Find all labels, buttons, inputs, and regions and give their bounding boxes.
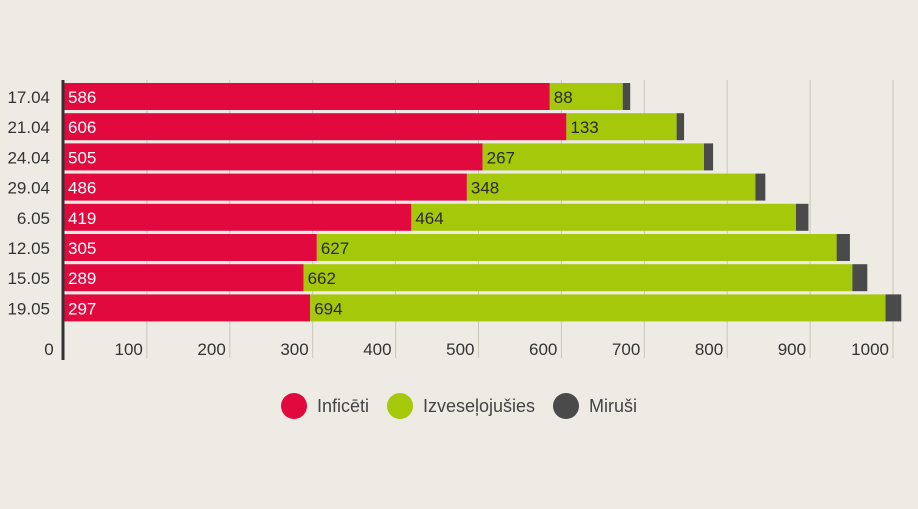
data-label: 627 [321, 239, 349, 258]
data-label: 297 [68, 299, 96, 318]
data-label: 586 [68, 88, 96, 107]
legend-item-deceased: Miruši [553, 393, 637, 419]
bar-segment [885, 294, 902, 322]
bar-segment [303, 264, 853, 292]
data-label: 88 [554, 88, 573, 107]
labels: 0 100 200 300 400 500 600 700 800 900 1000 17.04 586… [7, 88, 889, 359]
bars [64, 83, 902, 322]
bar-segment [549, 83, 623, 110]
category-label: 6.05 [17, 209, 50, 228]
legend-item-recovered: Izveseļojušies [386, 393, 536, 419]
bar-segment [622, 83, 631, 110]
bar-segment [755, 173, 766, 201]
data-label: 289 [68, 269, 96, 288]
x-tick-label: 400 [363, 340, 391, 359]
category-label: 12.05 [7, 239, 50, 258]
category-label: 29.04 [7, 179, 50, 198]
bar-segment [411, 203, 797, 231]
category-label: 21.04 [7, 118, 50, 137]
bar-segment [796, 203, 809, 231]
x-tick-label: 300 [280, 340, 308, 359]
bar-segment [836, 234, 850, 261]
data-label: 267 [487, 148, 515, 167]
x-tick-label: 600 [529, 340, 557, 359]
x-tick-label: 800 [695, 340, 723, 359]
legend-item-infected: Inficēti [280, 393, 369, 419]
data-label: 606 [68, 118, 96, 137]
x-tick-label: 100 [115, 340, 143, 359]
bar-segment [64, 113, 567, 141]
bar-segment [64, 234, 317, 261]
legend: Inficēti Izveseļojušies Miruši [0, 393, 918, 419]
bar-segment [64, 294, 311, 322]
legend-swatch-deceased [553, 393, 580, 419]
bar-segment [482, 143, 704, 171]
data-label: 305 [68, 239, 96, 258]
bar-segment [64, 83, 550, 110]
category-label: 19.05 [7, 299, 50, 318]
category-label: 17.04 [7, 88, 50, 107]
legend-label-deceased: Miruši [589, 395, 638, 416]
bar-segment [316, 234, 837, 261]
data-label: 348 [471, 179, 499, 198]
bar-segment [310, 294, 886, 322]
x-tick-label: 900 [778, 340, 806, 359]
x-tick-label: 0 [44, 340, 53, 359]
bar-segment [64, 203, 412, 231]
x-tick-label: 500 [446, 340, 474, 359]
data-label: 464 [415, 209, 443, 228]
bar-segment [64, 173, 467, 201]
data-label: 133 [570, 118, 598, 137]
data-label: 419 [68, 209, 96, 228]
data-label: 662 [308, 269, 336, 288]
legend-label-recovered: Izveseļojušies [422, 395, 536, 416]
bar-segment [676, 113, 685, 141]
x-tick-label: 1000 [851, 340, 889, 359]
x-tick-label: 700 [612, 340, 640, 359]
bar-segment [466, 173, 756, 201]
category-label: 24.04 [7, 148, 50, 167]
data-label: 694 [314, 299, 342, 318]
bar-segment [64, 143, 483, 171]
legend-swatch-infected [280, 393, 307, 419]
bar-segment [566, 113, 677, 141]
bar-segment [64, 264, 304, 292]
legend-label-infected: Inficēti [316, 395, 369, 416]
legend-swatch-recovered [386, 393, 413, 419]
bar-segment [852, 264, 868, 292]
data-label: 486 [68, 179, 96, 198]
data-label: 505 [68, 148, 96, 167]
bar-segment [703, 143, 714, 171]
category-label: 15.05 [7, 269, 50, 288]
x-tick-label: 200 [197, 340, 225, 359]
